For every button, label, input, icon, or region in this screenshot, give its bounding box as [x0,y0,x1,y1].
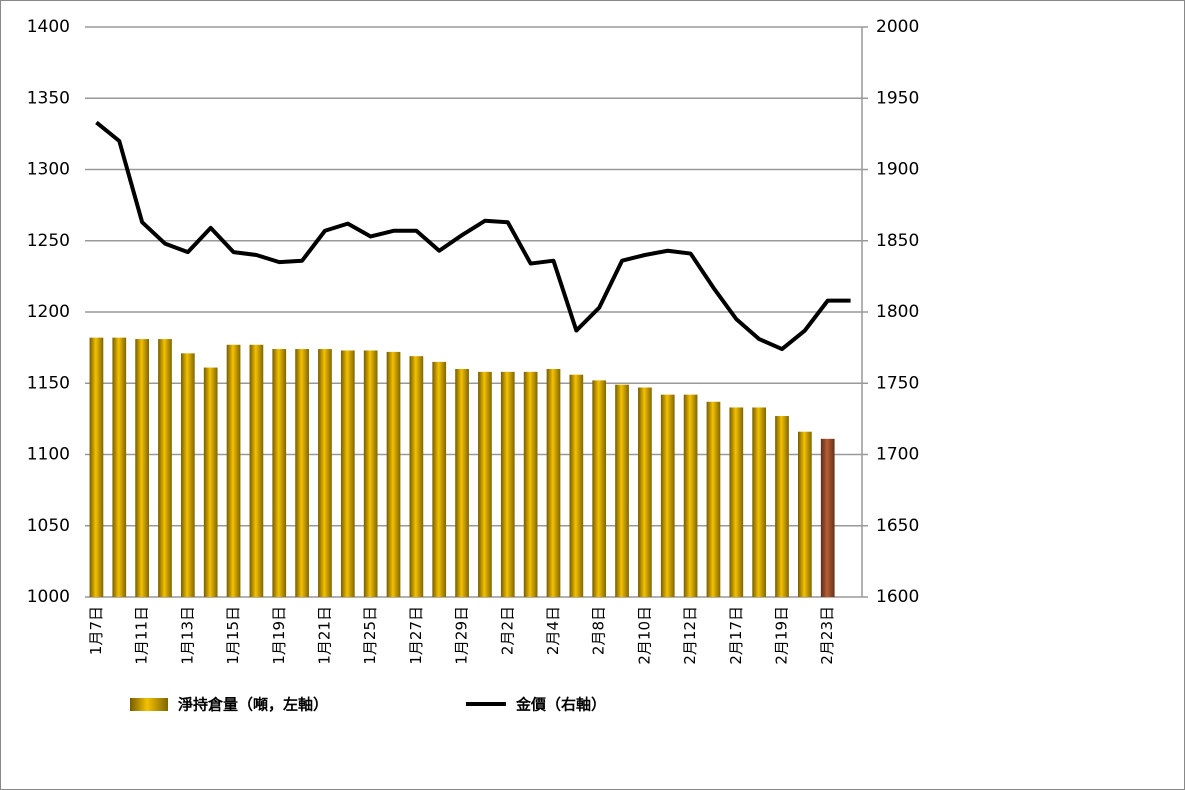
y2-tick-label: 1750 [876,373,919,393]
bar [340,350,355,597]
bar [752,407,767,597]
bar [546,369,561,597]
bar [318,349,332,597]
x-tick-label: 1月7日 [87,606,105,655]
x-tick-label: 1月11日 [133,606,151,665]
y-tick-label: 1050 [27,516,70,536]
bar [638,387,652,597]
bar [363,350,378,597]
legend-label: 淨持倉量（噸，左軸） [178,696,328,714]
y-tick-label: 1200 [27,302,70,322]
bar [295,349,309,597]
bar [386,351,401,597]
x-tick-label: 2月12日 [681,606,699,665]
y2-tick-label: 2000 [876,17,919,37]
x-tick-label: 1月29日 [453,606,471,665]
legend-label: 金價（右軸） [515,696,606,714]
bar [112,337,127,597]
bar [135,339,149,597]
legend-swatch [130,698,168,711]
line [95,120,851,352]
x-tick-label: 2月19日 [773,606,791,665]
x-tick-label: 1月13日 [178,606,196,665]
bar [729,407,744,597]
x-tick-label: 1月21日 [315,606,333,665]
y2-tick-label: 1900 [876,160,919,180]
y-tick-label: 1250 [27,231,70,251]
y2-tick-label: 1800 [876,302,919,322]
bar [775,416,789,597]
y-tick-label: 1350 [27,88,70,108]
bar [523,371,538,597]
y2-tick-label: 1700 [876,445,919,465]
bar [706,401,721,597]
x-tick-label: 1月19日 [270,606,288,665]
y2-tick-label: 1600 [876,587,919,607]
bar [478,371,492,597]
y2-tick-label: 1950 [876,88,919,108]
bar [500,371,515,597]
x-tick-label: 1月27日 [407,606,425,665]
bar [272,349,287,597]
y-tick-label: 1300 [27,160,70,180]
bar [409,356,424,597]
x-tick-label: 2月8日 [590,606,608,655]
x-tick-label: 2月10日 [635,606,653,665]
x-tick-label: 2月17日 [727,606,745,665]
bar [683,394,698,597]
x-tick-label: 1月15日 [224,606,242,665]
bar [226,344,241,597]
y2-tick-label: 1650 [876,516,919,536]
x-tick-label: 2月4日 [544,606,562,655]
bar [180,353,195,597]
y-tick-label: 1100 [27,445,70,465]
y-tick-label: 1150 [27,373,70,393]
y2-tick-label: 1850 [876,231,919,251]
bar [569,374,584,597]
bar [615,384,629,597]
y-tick-label: 1400 [27,17,70,37]
bar [592,380,607,597]
y-tick-label: 1000 [27,587,70,607]
bar [798,431,812,597]
x-tick-label: 2月2日 [498,606,516,655]
bar [89,337,104,597]
bar [158,339,172,597]
bar [820,438,835,597]
bar [249,344,264,597]
bar [432,361,447,597]
bar [660,394,675,597]
bar [203,367,218,597]
x-tick-label: 1月25日 [361,606,379,665]
x-tick-label: 2月23日 [818,606,836,665]
bar [455,369,469,597]
